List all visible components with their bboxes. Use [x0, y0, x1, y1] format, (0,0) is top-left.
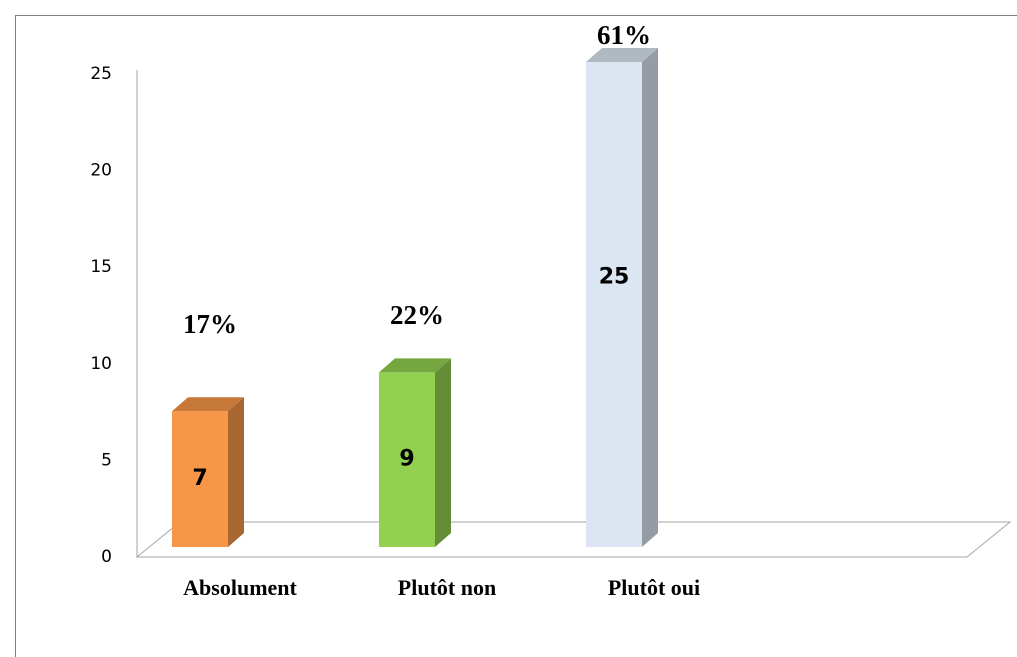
bar-top — [172, 397, 244, 412]
x-tick-label: Absolument — [183, 575, 297, 600]
bar-top — [586, 48, 658, 62]
bar-side — [642, 48, 658, 547]
y-tick-label: 20 — [90, 161, 112, 181]
bar-top — [379, 358, 451, 373]
value-label: 7 — [192, 466, 207, 491]
x-tick-label: Plutôt oui — [608, 575, 700, 600]
bar — [172, 411, 228, 547]
frame — [15, 15, 1017, 657]
bar-side — [228, 397, 244, 547]
annotation: 17% — [183, 309, 237, 339]
y-tick-label: 0 — [101, 547, 112, 567]
value-label: 25 — [599, 265, 630, 290]
y-tick-label: 15 — [90, 257, 112, 277]
bar — [379, 372, 435, 547]
value-label: 9 — [399, 447, 414, 472]
y-tick-label: 25 — [90, 64, 112, 84]
bar — [586, 62, 642, 547]
annotation: 61% — [597, 20, 651, 50]
annotation: 22% — [390, 300, 444, 330]
y-tick-label: 10 — [90, 354, 112, 374]
y-tick-label: 5 — [101, 450, 112, 470]
floor — [135, 521, 1012, 558]
x-tick-label: Plutôt non — [398, 575, 496, 600]
bar-side — [435, 358, 451, 547]
